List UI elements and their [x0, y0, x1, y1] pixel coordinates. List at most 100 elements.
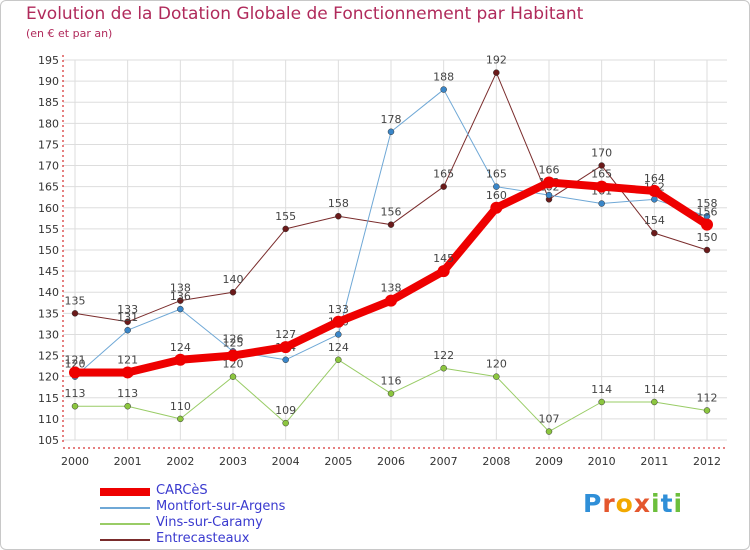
x-tick-label: 2001: [114, 455, 142, 468]
data-label: 122: [433, 349, 454, 362]
legend-swatch: [100, 488, 150, 496]
data-label: 124: [170, 341, 191, 354]
data-point: [651, 398, 658, 406]
y-tick-label: 175: [38, 138, 59, 151]
data-point: [335, 331, 342, 338]
y-tick-label: 105: [38, 434, 59, 447]
data-label: 114: [644, 383, 665, 396]
x-tick-label: 2007: [430, 455, 458, 468]
data-label: 158: [697, 197, 718, 210]
y-tick-label: 130: [38, 328, 59, 341]
y-tick-label: 140: [38, 286, 59, 299]
data-point: [229, 373, 237, 380]
y-tick-label: 185: [38, 96, 59, 109]
data-point: [124, 402, 131, 410]
y-tick-label: 190: [38, 75, 59, 88]
data-point: [282, 356, 289, 364]
data-label: 138: [381, 282, 402, 295]
data-point: [335, 212, 342, 220]
data-point: [385, 294, 397, 307]
data-point: [493, 69, 500, 76]
data-point: [177, 305, 184, 313]
y-tick-label: 115: [38, 392, 59, 405]
data-point: [595, 180, 608, 193]
data-point: [703, 246, 711, 254]
legend-label: Vins-sur-Caramy: [156, 515, 263, 530]
y-tick-label: 110: [38, 413, 59, 426]
data-point: [282, 225, 289, 233]
data-label: 160: [486, 189, 507, 202]
data-point: [543, 176, 555, 189]
data-point: [174, 353, 187, 366]
data-label: 150: [697, 231, 718, 244]
data-point: [71, 310, 79, 317]
data-label: 156: [381, 206, 402, 219]
x-tick-label: 2008: [482, 455, 510, 468]
legend-label: CARCèS: [156, 483, 208, 498]
data-label: 140: [223, 273, 244, 286]
data-point: [493, 373, 500, 380]
y-tick-label: 165: [38, 181, 59, 194]
data-label: 188: [433, 71, 454, 84]
data-point: [701, 218, 713, 231]
data-point: [124, 318, 131, 326]
y-tick-label: 135: [38, 307, 59, 320]
data-label: 154: [644, 214, 665, 227]
data-point: [279, 341, 292, 354]
data-label: 165: [433, 168, 454, 181]
data-point: [177, 297, 184, 304]
data-point: [490, 201, 503, 214]
legend-item: Entrecasteaux: [100, 531, 360, 548]
y-tick-label: 125: [38, 350, 59, 363]
data-label: 121: [117, 353, 138, 366]
data-label: 136: [170, 290, 191, 303]
y-tick-label: 195: [38, 54, 59, 67]
data-label: 124: [328, 341, 349, 354]
data-label: 120: [223, 358, 244, 371]
x-tick-label: 2009: [535, 455, 563, 468]
y-tick-label: 145: [38, 265, 59, 278]
chart-title: Evolution de la Dotation Globale de Fonc…: [26, 4, 584, 24]
data-label: 113: [117, 387, 138, 400]
data-label: 156: [697, 206, 718, 219]
x-tick-label: 2005: [324, 455, 352, 468]
legend-swatch: [100, 523, 150, 525]
data-point: [545, 428, 553, 435]
legend-item: Montfort-sur-Argens: [100, 499, 360, 516]
x-tick-label: 2010: [588, 455, 616, 468]
data-point: [335, 356, 342, 364]
data-point: [387, 128, 395, 136]
data-point: [598, 398, 605, 406]
data-point: [437, 265, 450, 278]
data-label: 121: [65, 353, 86, 366]
y-tick-label: 150: [38, 244, 59, 257]
data-point: [387, 221, 395, 228]
data-label: 178: [381, 113, 402, 126]
data-label: 120: [65, 358, 86, 371]
x-tick-label: 2011: [640, 455, 668, 468]
data-label: 165: [591, 168, 612, 181]
data-label: 133: [117, 303, 138, 316]
data-point: [332, 315, 345, 328]
data-label: 125: [223, 337, 244, 350]
legend-label: Montfort-sur-Argens: [156, 499, 286, 514]
data-label: 135: [65, 294, 86, 307]
data-label: 145: [433, 252, 454, 265]
data-point: [648, 184, 661, 197]
data-label: 114: [591, 383, 612, 396]
data-label: 192: [486, 54, 507, 67]
y-tick-label: 120: [38, 371, 59, 384]
data-label: 131: [117, 311, 138, 324]
data-label: 158: [328, 197, 349, 210]
data-point: [282, 419, 289, 427]
x-tick-label: 2003: [219, 455, 247, 468]
proxiti-logo: Proxiti: [583, 489, 684, 518]
data-label: 112: [697, 391, 718, 404]
data-label: 165: [486, 168, 507, 181]
chart-subtitle: (en € et par an): [26, 27, 113, 40]
series-vins-sur-caramy: 113 113 110 120 109 124 116 122 120 107 114 114 112: [65, 341, 718, 435]
data-label: 107: [539, 413, 560, 426]
data-point: [651, 196, 658, 203]
data-point: [69, 366, 81, 379]
